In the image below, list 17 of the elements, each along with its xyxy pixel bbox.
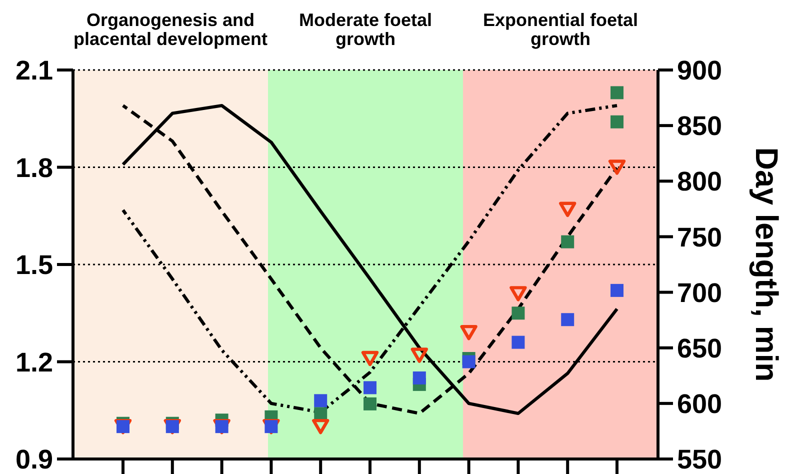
y-tick-label: 1.8 — [15, 152, 53, 183]
text: Moderate foetal growth — [298, 10, 434, 49]
y2-tick-label: 600 — [677, 389, 722, 420]
y2-axis-title: Day length, min — [749, 147, 785, 382]
y2-tick-label: 700 — [677, 278, 722, 308]
y-tick-label: 2.1 — [15, 56, 53, 86]
y2-tick-label: 550 — [677, 444, 722, 474]
y-tick-label: 0.9 — [15, 444, 53, 474]
y2-tick-label: 650 — [677, 333, 722, 364]
y-tick-label: 1.2 — [15, 347, 53, 378]
text: Organogenesis and placental development — [72, 10, 268, 49]
y2-tick-label: 750 — [677, 222, 722, 252]
y2-tick-label: 850 — [677, 111, 722, 142]
y2-tick-label: 800 — [677, 166, 722, 197]
y2-tick-label: 900 — [677, 56, 722, 86]
text: Exponential foetal growth — [482, 10, 640, 49]
y-tick-label: 1.5 — [15, 250, 53, 280]
